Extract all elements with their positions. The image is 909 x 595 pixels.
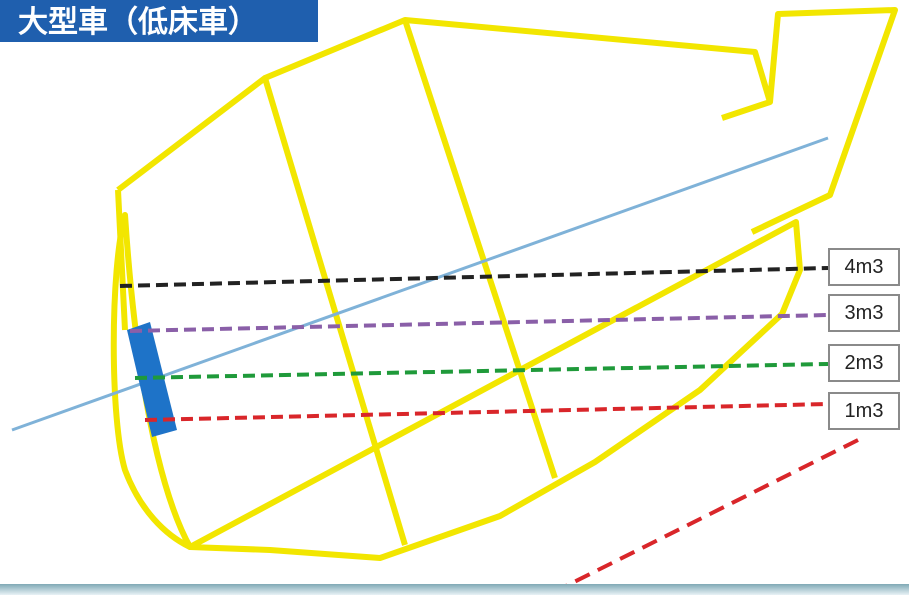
volume-label-4m3: 4m3 — [828, 248, 900, 286]
drum-rib-2 — [402, 19, 558, 479]
drum-rib-1 — [262, 77, 408, 546]
drum-body — [115, 7, 898, 561]
volume-label-1m3: 1m3 — [828, 392, 900, 430]
volume-label-2m3: 2m3 — [828, 344, 900, 382]
level-line-2m3 — [134, 362, 829, 380]
level-line-4m3 — [119, 266, 829, 288]
pointer-arrow — [547, 438, 859, 595]
bottom-band — [0, 584, 909, 595]
page-title: 大型車（低床車） — [0, 0, 318, 42]
level-line-3m3 — [129, 313, 829, 333]
level-line-1m3 — [144, 402, 829, 422]
volume-label-3m3: 3m3 — [828, 294, 900, 332]
discharge-chute — [127, 322, 177, 437]
